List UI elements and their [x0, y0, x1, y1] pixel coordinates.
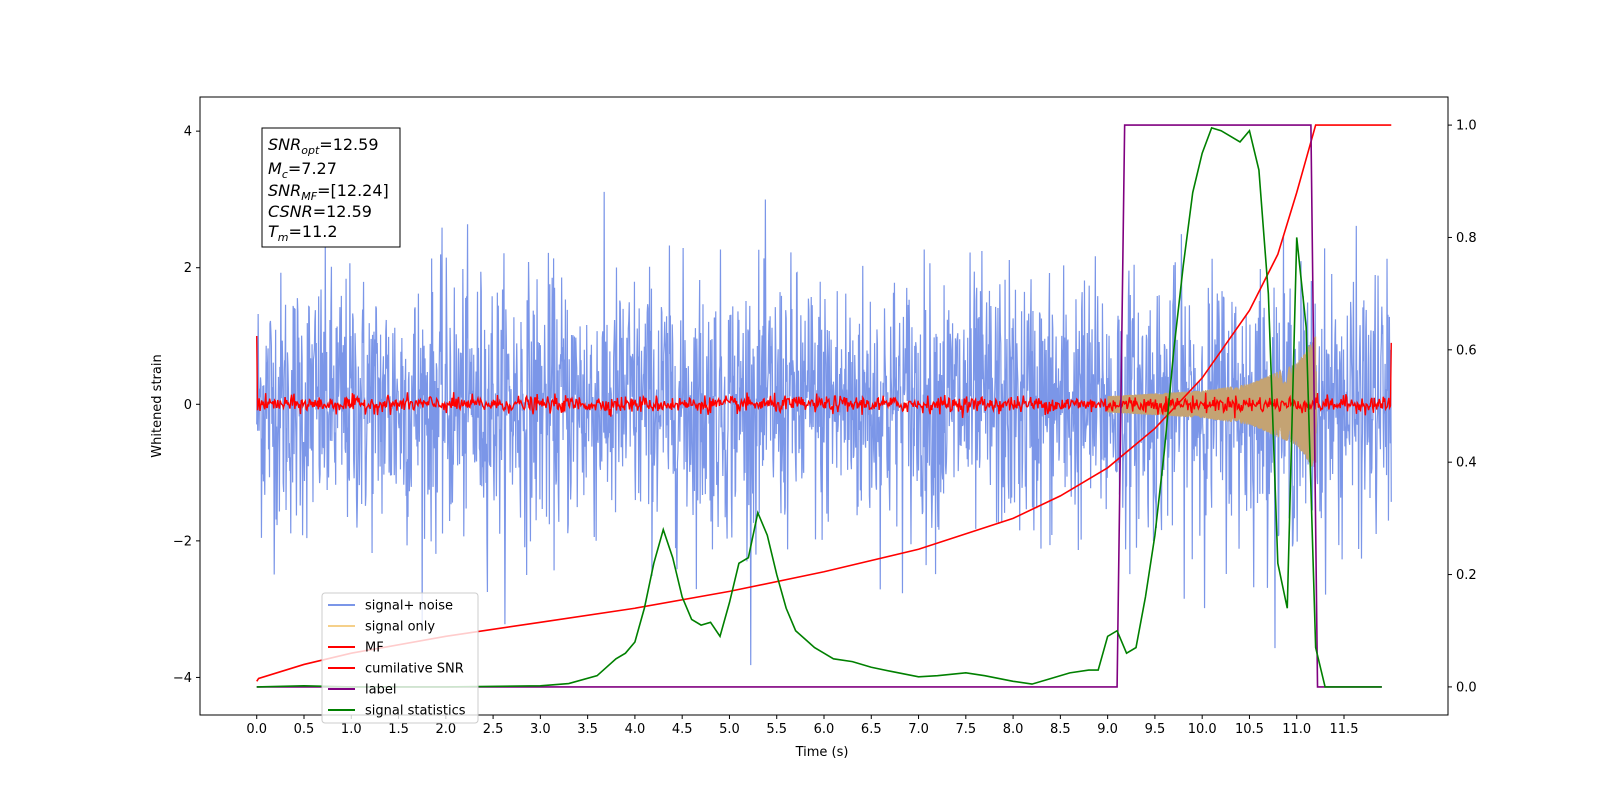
legend-frame [321, 592, 479, 724]
info-mc-sub: c [282, 168, 288, 181]
x-tick-label: 10.5 [1235, 722, 1264, 737]
y-axis-label: Whitened strain [150, 354, 165, 457]
series-mf-line [256, 336, 1392, 419]
legend-label: cumilative SNR [365, 662, 464, 677]
info-csnr-value: =12.59 [313, 202, 372, 221]
x-tick-label: 1.0 [341, 722, 362, 737]
y-left-tick-label: 4 [184, 125, 192, 140]
info-mc-value: =7.27 [288, 159, 337, 178]
x-tick-label: 11.0 [1282, 722, 1311, 737]
x-axis-ticks: 0.0 0.5 1.0 1.5 2.0 2.5 3.0 3.5 4.0 4.5 5.0 5.5 6.0 6… [246, 715, 1358, 737]
info-tm-value: =11.2 [289, 222, 338, 241]
x-tick-label: 6.0 [814, 722, 835, 737]
info-snr-opt-sub: opt [301, 144, 320, 157]
info-snr-opt: SNRopt=12.59 [268, 135, 379, 157]
x-tick-label: 9.0 [1097, 722, 1118, 737]
legend-label: signal only [365, 620, 435, 635]
info-tm-sub: m [278, 231, 289, 244]
y-left-tick-label: −2 [173, 534, 192, 549]
x-tick-label: 3.5 [577, 722, 598, 737]
y-right-tick-label: 0.2 [1456, 568, 1477, 583]
y-left-tick-label: −4 [173, 671, 192, 686]
x-tick-label: 2.0 [435, 722, 456, 737]
legend-label: signal+ noise [365, 599, 453, 614]
info-tm: Tm=11.2 [268, 222, 338, 244]
y-right-tick-label: 0.8 [1456, 231, 1477, 246]
x-tick-label: 9.5 [1145, 722, 1166, 737]
x-tick-label: 0.5 [294, 722, 315, 737]
x-tick-label: 6.5 [861, 722, 882, 737]
info-snr-mf-sub: MF [301, 190, 317, 203]
x-tick-label: 4.0 [625, 722, 646, 737]
info-snr-opt-value: =12.59 [319, 135, 378, 154]
info-csnr-label: CSNR [268, 202, 313, 221]
x-tick-label: 10.0 [1188, 722, 1217, 737]
y-right-tick-label: 0.4 [1456, 456, 1477, 471]
x-tick-label: 5.5 [766, 722, 787, 737]
y-axis-right-ticks: 1.0 0.8 0.6 0.4 0.2 0.0 [1448, 119, 1477, 695]
info-box-frame [261, 127, 401, 248]
y-right-tick-label: 1.0 [1456, 119, 1477, 134]
y-right-tick-label: 0.6 [1456, 343, 1477, 358]
info-snr-mf: SNRMF=[12.24] [268, 181, 389, 203]
x-tick-label: 7.0 [908, 722, 929, 737]
legend-label: MF [365, 641, 384, 656]
info-snr-opt-label: SNR [268, 135, 301, 154]
x-tick-label: 2.5 [483, 722, 504, 737]
x-tick-label: 3.0 [530, 722, 551, 737]
x-tick-label: 0.0 [246, 722, 267, 737]
info-snr-mf-label: SNR [268, 181, 301, 200]
legend-label: signal statistics [365, 704, 466, 719]
legend-label: label [365, 683, 396, 698]
y-left-tick-label: 0 [184, 398, 192, 413]
x-tick-label: 7.5 [955, 722, 976, 737]
legend: signal+ noise signal only MF cumilative SNR… [321, 592, 479, 724]
series-signal-statistics-line [256, 126, 1382, 688]
y-right-tick-label: 0.0 [1456, 680, 1477, 695]
x-tick-label: 11.5 [1330, 722, 1359, 737]
x-tick-label: 8.0 [1003, 722, 1024, 737]
y-left-tick-label: 2 [184, 261, 192, 276]
info-snr-mf-value: =[12.24] [317, 181, 389, 200]
info-tm-label: T [268, 222, 279, 241]
x-tick-label: 5.0 [719, 722, 740, 737]
x-tick-label: 1.5 [388, 722, 409, 737]
x-axis-label: Time (s) [795, 745, 849, 760]
x-tick-label: 8.5 [1050, 722, 1071, 737]
info-box: SNRopt=12.59 Mc=7.27 SNRMF=[12.24] CSNR=… [261, 127, 401, 248]
x-tick-label: 4.5 [672, 722, 693, 737]
y-axis-left-ticks: 4 2 0 −2 −4 [173, 125, 200, 686]
info-mc-label: M [268, 159, 282, 178]
info-mc: Mc=7.27 [268, 159, 337, 181]
info-csnr: CSNR=12.59 [268, 202, 372, 221]
